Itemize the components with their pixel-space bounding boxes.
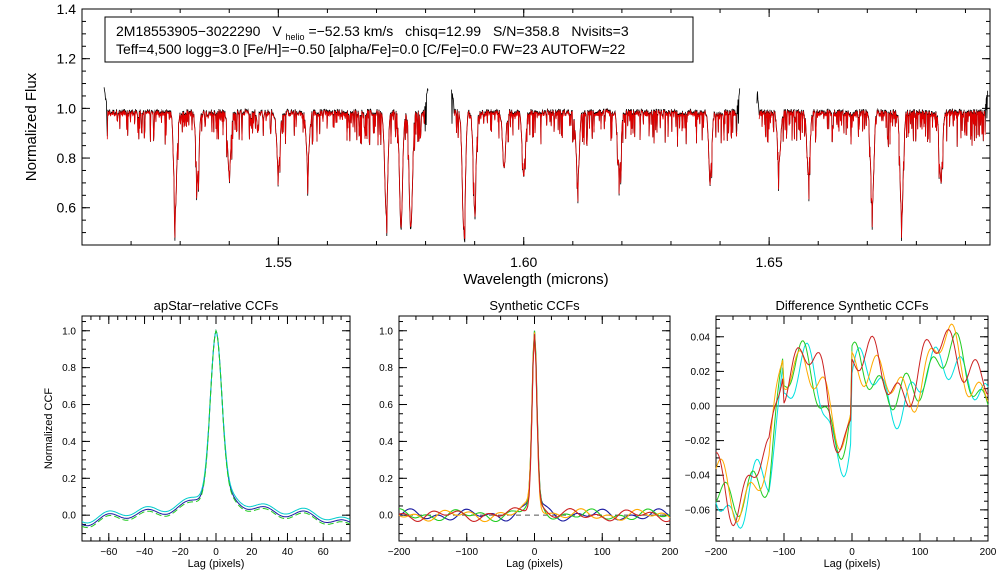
legend-box xyxy=(104,16,694,63)
y-tick-label: 0.4 xyxy=(379,437,393,448)
x-axis-label: Lag (pixels) xyxy=(824,558,881,570)
legend-vhelio-sub: helio xyxy=(286,32,305,42)
y-tick-label: 0.4 xyxy=(62,437,76,448)
x-tick-label: 1.55 xyxy=(265,254,292,270)
y-tick-label: 1.2 xyxy=(57,51,77,67)
x-tick-label: 200 xyxy=(662,547,679,558)
plot-frame xyxy=(398,315,671,542)
y-tick-label: 0.8 xyxy=(62,363,76,374)
ccf-line-visit-3 xyxy=(81,329,351,529)
spectrum-legend: 2M18553905−3022290 V helio =−52.53 km/s … xyxy=(104,16,694,63)
x-tick-label: 1.65 xyxy=(756,254,783,270)
observed-spectrum-chip-1 xyxy=(103,87,429,241)
legend-vhelio-label: V xyxy=(272,23,282,39)
difference-ccf-panel: −200 −100 0 100 200 −0.06 −0.04 −0.02 0.00 0.02 0.… xyxy=(685,298,997,570)
model-spectrum-chip-3 xyxy=(758,109,986,238)
x-tick-label: −40 xyxy=(136,547,153,558)
legend-nvisits: Nvisits=3 xyxy=(571,23,628,39)
plot-frame xyxy=(81,315,351,542)
x-tick-label: 100 xyxy=(594,547,611,558)
y-tick-label: 0.6 xyxy=(379,400,393,411)
plot-frame xyxy=(81,8,991,246)
x-tick-label: −100 xyxy=(455,547,478,558)
y-tick-label: 0.6 xyxy=(62,400,76,411)
y-tick-label: 1.0 xyxy=(379,326,393,337)
difference-ccf-line-combined xyxy=(715,328,989,527)
x-tick-label: 0 xyxy=(213,547,219,558)
difference-ccf-line-visit-2 xyxy=(715,332,989,518)
x-tick-label: 0 xyxy=(849,547,855,558)
panel-title: Difference Synthetic CCFs xyxy=(776,298,929,313)
x-tick-label: 40 xyxy=(282,547,294,558)
x-tick-label: −60 xyxy=(100,547,117,558)
y-tick-label: 0.2 xyxy=(379,474,393,485)
legend-line-1: 2M18553905−3022290 V helio =−52.53 km/s … xyxy=(116,23,629,43)
y-tick-label: 0.04 xyxy=(691,332,711,343)
ccf-line-visit-2 xyxy=(81,329,351,524)
y-tick-label: −0.02 xyxy=(685,436,711,447)
panel-title: Synthetic CCFs xyxy=(489,298,580,313)
spectrum-panel: 1.55 1.60 1.65 0.6 0.8 1.0 1.2 1.4 Wavelength (m… xyxy=(23,1,991,288)
model-spectrum-chip-2 xyxy=(454,108,738,240)
x-tick-label: −200 xyxy=(705,547,728,558)
y-axis-label: Normalized CCF xyxy=(43,388,55,470)
panel-title: apStar−relative CCFs xyxy=(154,298,279,313)
x-tick-label: 200 xyxy=(980,547,997,558)
y-tick-label: 1.0 xyxy=(62,326,76,337)
synthetic-ccf-line-visit-3 xyxy=(398,332,671,523)
y-tick-label: 1.4 xyxy=(57,1,77,17)
y-tick-label: 0.6 xyxy=(57,200,77,216)
x-tick-label: 20 xyxy=(246,547,258,558)
x-axis-label: Wavelength (microns) xyxy=(463,271,608,288)
apstar-ccf-panel: −60 −40 −20 0 20 40 60 0.0 0.2 0.4 0.6 0.8 1.0 apStar… xyxy=(43,298,351,570)
synthetic-ccf-line-visit-2 xyxy=(399,330,671,523)
y-tick-label: 0.2 xyxy=(62,474,76,485)
model-spectrum-chip-1 xyxy=(106,108,426,238)
synthetic-ccf-line-combined xyxy=(398,334,671,523)
x-axis-label: Lag (pixels) xyxy=(506,558,563,570)
y-tick-label: 0.8 xyxy=(379,363,393,374)
y-tick-label: 1.0 xyxy=(57,100,77,116)
y-tick-label: 0.0 xyxy=(62,511,76,522)
y-tick-label: 0.8 xyxy=(57,150,77,166)
legend-star-id: 2M18553905−3022290 xyxy=(116,23,261,39)
x-tick-label: 100 xyxy=(912,547,929,558)
y-tick-label: 0.00 xyxy=(691,402,711,413)
difference-ccf-line-visit-3 xyxy=(715,323,989,523)
y-tick-label: 0.02 xyxy=(691,367,711,378)
legend-vhelio-value: =−52.53 km/s xyxy=(308,23,393,39)
legend-sn: S/N=358.8 xyxy=(493,23,560,39)
y-axis-label: Normalized Flux xyxy=(23,72,40,181)
x-tick-label: 1.60 xyxy=(510,254,537,270)
x-tick-label: −200 xyxy=(388,547,411,558)
x-axis-label: Lag (pixels) xyxy=(188,558,245,570)
y-tick-label: −0.04 xyxy=(685,471,711,482)
legend-chisq: chisq=12.99 xyxy=(405,23,481,39)
x-tick-label: −100 xyxy=(773,547,796,558)
ccf-line-visit-1 xyxy=(81,329,351,527)
synthetic-ccf-line-visit-1 xyxy=(398,330,671,522)
legend-line-2: Teff=4,500 logg=3.0 [Fe/H]=−0.50 [alpha/… xyxy=(116,41,625,57)
y-tick-label: 0.0 xyxy=(379,511,393,522)
observed-spectrum-chip-2 xyxy=(451,88,741,243)
x-tick-label: 0 xyxy=(532,547,538,558)
synthetic-ccf-panel: −200 −100 0 100 200 0.0 0.2 0.4 0.6 0.8 1.0 Synthet… xyxy=(379,298,679,570)
x-tick-label: −20 xyxy=(172,547,189,558)
y-tick-label: −0.06 xyxy=(685,505,711,516)
x-tick-label: 60 xyxy=(318,547,330,558)
